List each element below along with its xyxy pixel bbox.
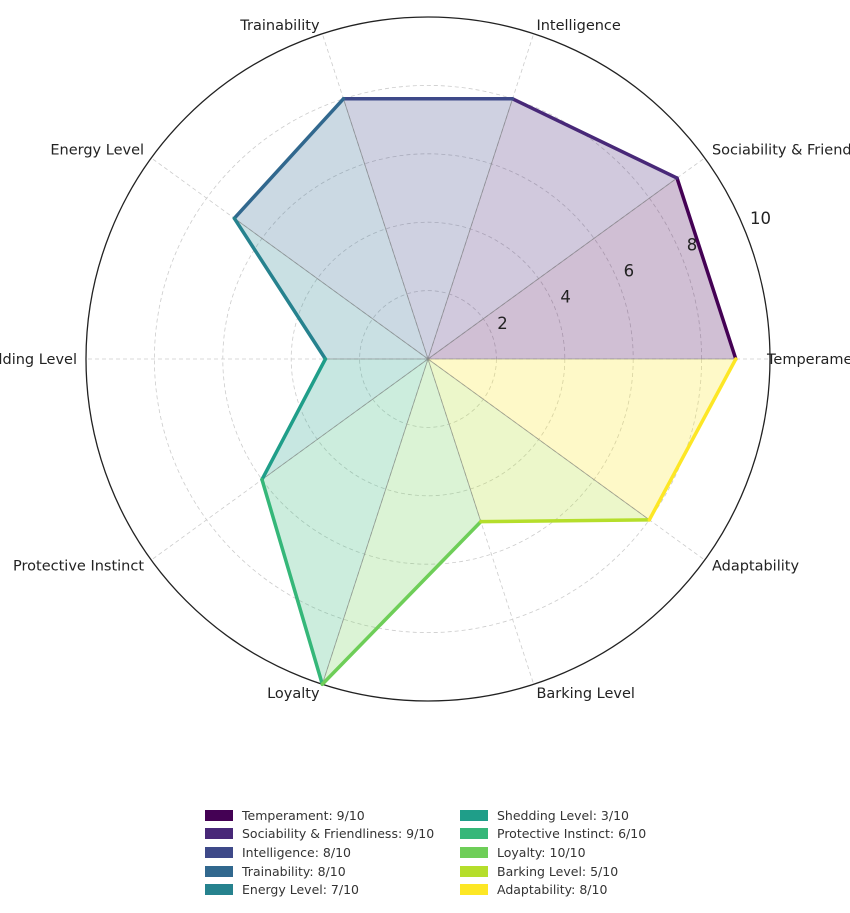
- axis-label: Shedding Level: [0, 352, 77, 368]
- legend-swatch: [460, 809, 488, 821]
- legend-swatch: [460, 846, 488, 858]
- legend-item: Barking Level: 5/10: [460, 862, 665, 881]
- radial-tick-labels: 2 4 6 8 10: [497, 209, 771, 333]
- legend-swatch: [205, 884, 233, 896]
- legend-item: Intelligence: 8/10: [205, 843, 460, 862]
- legend-label: Loyalty: 10/10: [497, 844, 586, 860]
- radial-tick-label: 2: [497, 314, 508, 333]
- legend-label: Trainability: 8/10: [242, 863, 346, 879]
- legend-label: Sociability & Friendliness: 9/10: [242, 826, 435, 842]
- category-wedges: [233, 98, 737, 686]
- legend-label: Adaptability: 8/10: [497, 882, 608, 898]
- axis-label: Sociability & Friendliness: [712, 143, 850, 159]
- legend-item: Energy Level: 7/10: [205, 880, 460, 899]
- outline-energy-level: [232, 216, 328, 361]
- legend-item: Temperament: 9/10: [205, 806, 460, 825]
- legend-label: Temperament: 9/10: [242, 807, 365, 823]
- outline-sociability-friendliness: [510, 97, 679, 180]
- axis-label: Protective Instinct: [13, 558, 144, 574]
- axis-label: Trainability: [239, 18, 320, 34]
- outer-circle: [85, 16, 771, 702]
- legend-swatch: [205, 809, 233, 821]
- legend-label: Intelligence: 8/10: [242, 844, 351, 860]
- axis-label: Adaptability: [712, 558, 800, 574]
- axis-label: Temperament: [766, 352, 850, 368]
- legend-swatch: [460, 828, 488, 840]
- legend-swatch: [205, 828, 233, 840]
- legend-item: Adaptability: 8/10: [460, 880, 665, 899]
- legend-item: Shedding Level: 3/10: [460, 806, 665, 825]
- legend-label: Barking Level: 5/10: [497, 863, 619, 879]
- legend-label: Energy Level: 7/10: [242, 882, 359, 898]
- radial-tick-label: 6: [624, 261, 635, 280]
- outline-trainability: [232, 97, 346, 221]
- radial-tick-label: 4: [560, 288, 571, 307]
- outline-loyalty: [320, 519, 483, 687]
- outline-shedding-level: [260, 357, 328, 482]
- legend-swatch: [460, 884, 488, 896]
- legend-label: Protective Instinct: 6/10: [497, 826, 647, 842]
- legend-label: Shedding Level: 3/10: [497, 807, 629, 823]
- legend: Temperament: 9/10 Shedding Level: 3/10 Soc…: [205, 806, 665, 899]
- outline-barking-level: [479, 518, 652, 524]
- radial-tick-label: 10: [750, 209, 771, 228]
- axis-label: Intelligence: [536, 18, 620, 34]
- radial-tick-label: 8: [687, 235, 698, 254]
- axis-label: Loyalty: [267, 686, 320, 702]
- outline-protective-instinct: [260, 477, 325, 687]
- category-outlines: [232, 97, 738, 687]
- legend-swatch: [205, 846, 233, 858]
- legend-item: Loyalty: 10/10: [460, 843, 665, 862]
- outline-adaptability: [647, 357, 738, 522]
- axis-label: Barking Level: [536, 686, 635, 702]
- axis-labels: Temperament Sociability & Friendliness Int…: [0, 18, 850, 702]
- legend-swatch: [460, 865, 488, 877]
- axis-label: Energy Level: [50, 143, 144, 159]
- legend-item: Protective Instinct: 6/10: [460, 825, 665, 844]
- legend-swatch: [205, 865, 233, 877]
- legend-item: Trainability: 8/10: [205, 862, 460, 881]
- legend-item: Sociability & Friendliness: 9/10: [205, 825, 460, 844]
- outline-temperament: [675, 176, 738, 361]
